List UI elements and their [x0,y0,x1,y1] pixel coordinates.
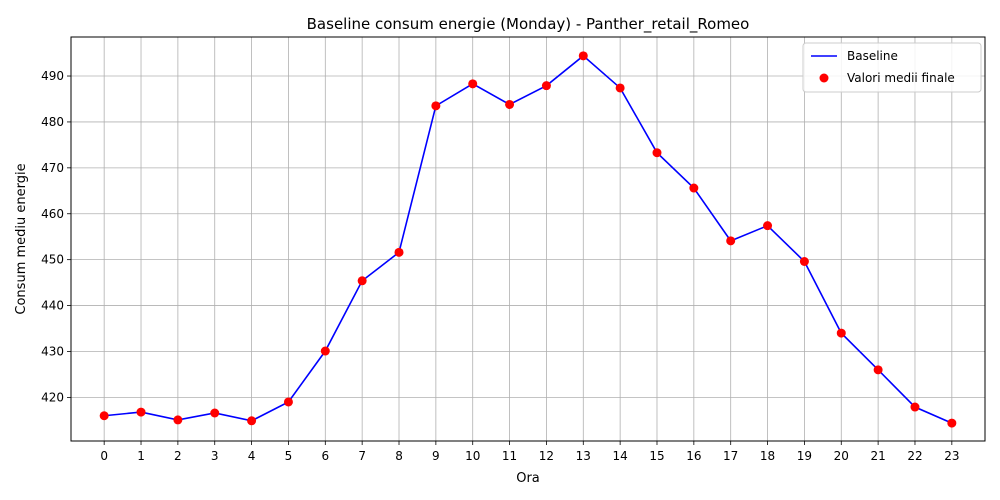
plot-frame [70,36,986,442]
x-tick-label: 10 [465,449,480,463]
baseline-line [104,54,953,424]
x-tick-label: 2 [174,449,182,463]
legend-label-baseline: Baseline [847,49,898,63]
data-point [799,256,809,266]
data-point [468,79,478,89]
x-tick-label: 14 [612,449,627,463]
x-axis-label: Ora [516,471,540,486]
x-tick-label: 19 [797,449,812,463]
y-tick-label: 440 [41,299,64,313]
data-point [431,101,441,111]
data-point [320,346,330,356]
x-tick-label: 7 [358,449,366,463]
x-tick-label: 12 [539,449,554,463]
data-point [652,148,662,158]
legend-marker-swatch [819,73,829,83]
data-point [394,247,404,257]
data-point [505,99,515,109]
legend-label-valori: Valori medii finale [847,71,955,85]
chart-title: Baseline consum energie (Monday) - Panth… [307,15,750,34]
x-tick-label: 22 [907,449,922,463]
y-tick-label: 460 [41,207,64,221]
x-axis-ticks: 0 1 2 3 4 5 6 7 8 9 10 11 12 13 14 15 16 17 18 19 20 21 22 23 [100,441,959,463]
data-point [873,365,883,375]
legend: Baseline Valori medii finale [802,42,982,93]
x-tick-label: 0 [100,449,108,463]
y-tick-label: 490 [41,69,64,83]
x-tick-label: 9 [432,449,440,463]
data-point [541,81,551,91]
x-tick-label: 1 [137,449,145,463]
y-tick-label: 420 [41,390,64,404]
data-point [689,183,699,193]
x-tick-label: 17 [723,449,738,463]
y-tick-label: 480 [41,115,64,129]
x-tick-label: 11 [502,449,517,463]
x-tick-label: 18 [760,449,775,463]
series-baseline [104,54,953,424]
series-valori-medii-finale [99,51,957,428]
x-tick-label: 21 [870,449,885,463]
x-tick-label: 23 [944,449,959,463]
x-tick-label: 8 [395,449,403,463]
data-point [615,83,625,93]
x-tick-label: 5 [285,449,293,463]
x-tick-label: 16 [686,449,701,463]
x-tick-label: 15 [649,449,664,463]
data-point [726,236,736,246]
x-tick-label: 4 [248,449,256,463]
x-tick-label: 6 [321,449,329,463]
y-axis-label: Consum mediu energie [14,163,29,314]
data-point [99,411,109,421]
data-point [836,328,846,338]
x-tick-label: 3 [211,449,219,463]
data-point [357,276,367,286]
data-point [283,397,293,407]
data-point [578,51,588,61]
data-point [247,416,257,426]
x-tick-label: 13 [576,449,591,463]
data-point [136,407,146,417]
y-axis-ticks: 420 430 440 450 460 470 480 490 [41,69,71,404]
legend-box [802,42,982,93]
x-tick-label: 20 [834,449,849,463]
grid-lines [71,37,985,441]
data-point [210,408,220,418]
y-tick-label: 450 [41,253,64,267]
y-tick-label: 470 [41,161,64,175]
y-tick-label: 430 [41,344,64,358]
data-point [173,415,183,425]
data-point [910,402,920,412]
data-point [763,221,773,231]
data-point [947,418,957,428]
